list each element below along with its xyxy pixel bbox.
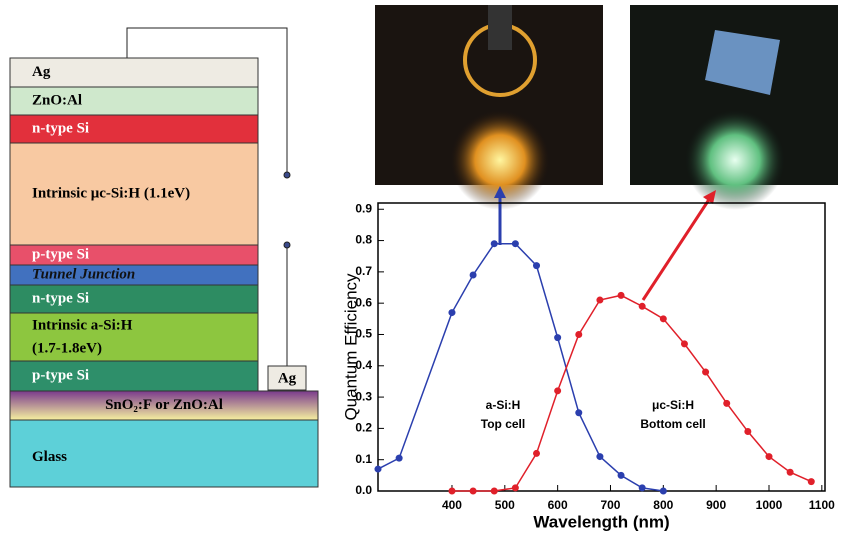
data-point	[808, 478, 815, 485]
data-point	[618, 472, 625, 479]
layer-label: (1.7-1.8eV)	[32, 340, 102, 356]
data-point	[575, 331, 582, 338]
layer-label: Intrinsic μc-Si:H (1.1eV)	[32, 185, 190, 201]
data-point	[787, 469, 794, 476]
layer-label: Ag	[32, 64, 51, 80]
layer-label: Tunnel Junction	[32, 266, 135, 282]
layer-label: ZnO:Al	[32, 92, 82, 108]
layer-label: Intrinsic a-Si:H	[32, 317, 133, 333]
x-tick-label: 900	[706, 498, 726, 512]
layer-label: SnO₂:F or ZnO:Al	[105, 397, 223, 413]
data-point	[396, 455, 403, 462]
data-point	[618, 292, 625, 299]
layer-label: p-type Si	[32, 246, 89, 262]
annotation: μc-Si:H	[652, 398, 694, 412]
x-tick-label: 1100	[809, 498, 835, 512]
data-point	[554, 334, 561, 341]
data-point	[448, 488, 455, 495]
x-tick-label: 700	[600, 498, 620, 512]
data-point	[723, 400, 730, 407]
arrow	[643, 198, 710, 300]
data-point	[639, 303, 646, 310]
plot-frame	[378, 203, 825, 491]
annotation: Top cell	[481, 417, 525, 431]
y-tick-label: 0.8	[355, 233, 372, 247]
data-point	[533, 262, 540, 269]
page: {"diagram":{"layers":[ {"label":"Ag"},{"…	[0, 0, 843, 547]
data-point	[533, 450, 540, 457]
y-tick-label: 0.0	[355, 483, 372, 497]
data-point	[660, 488, 667, 495]
photo-top-cell	[375, 5, 603, 210]
data-point	[512, 240, 519, 247]
data-point	[596, 297, 603, 304]
layer-label: n-type Si	[32, 290, 89, 306]
layer-label: Glass	[32, 449, 67, 465]
x-tick-label: 600	[548, 498, 568, 512]
layer-label: p-type Si	[32, 367, 89, 383]
y-tick-label: 0.2	[355, 421, 372, 435]
annotation: a-Si:H	[486, 398, 521, 412]
data-point	[596, 453, 603, 460]
data-point	[470, 488, 477, 495]
y-tick-label: 0.1	[355, 452, 372, 466]
data-point	[491, 488, 498, 495]
annotation: Bottom cell	[640, 417, 705, 431]
data-point	[639, 484, 646, 491]
figure: Ag ZnO:Al n-type Si Intrinsic μc-Si:H (1.1e…	[0, 0, 843, 542]
data-point	[702, 369, 709, 376]
x-tick-label: 400	[442, 498, 462, 512]
series-line	[452, 295, 811, 491]
data-point	[448, 309, 455, 316]
x-tick-label: 800	[653, 498, 673, 512]
y-axis-label: Quantum Efficiency	[341, 273, 360, 421]
contact-label: Ag	[278, 370, 297, 386]
layer-label: n-type Si	[32, 120, 89, 136]
data-point	[470, 272, 477, 279]
x-tick-label: 1000	[756, 498, 783, 512]
data-point	[765, 453, 772, 460]
data-point	[575, 409, 582, 416]
y-tick-label: 0.9	[355, 201, 372, 215]
data-point	[491, 240, 498, 247]
data-point	[554, 387, 561, 394]
data-point	[681, 340, 688, 347]
x-tick-label: 500	[495, 498, 515, 512]
data-point	[375, 466, 382, 473]
photo-bottom-cell	[630, 5, 838, 210]
data-point	[744, 428, 751, 435]
x-axis-label: Wavelength (nm)	[533, 512, 669, 531]
data-point	[512, 484, 519, 491]
data-point	[660, 315, 667, 322]
series-line	[378, 244, 663, 491]
